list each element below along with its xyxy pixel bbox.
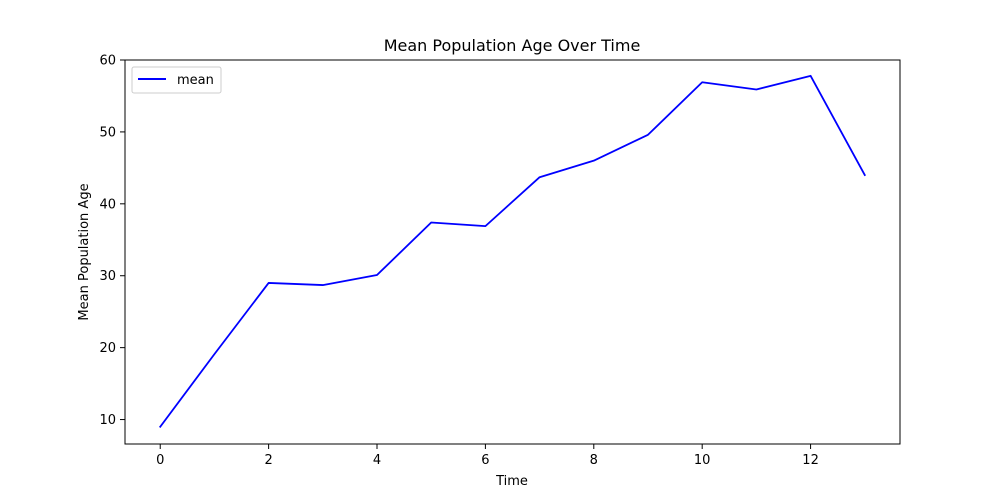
y-axis: 10 20 30 40 50 60 bbox=[99, 54, 125, 428]
chart-title: Mean Population Age Over Time bbox=[384, 36, 641, 55]
x-tick-label: 2 bbox=[264, 453, 272, 468]
y-tick-label: 60 bbox=[99, 54, 116, 69]
series-line-mean bbox=[158, 74, 866, 428]
y-tick-label: 30 bbox=[99, 269, 116, 284]
x-axis-label: Time bbox=[495, 474, 528, 489]
x-tick-label: 8 bbox=[590, 453, 598, 468]
legend: mean bbox=[131, 66, 222, 94]
y-tick-label: 10 bbox=[99, 413, 116, 428]
y-tick-label: 50 bbox=[99, 125, 116, 140]
legend-label-mean: mean bbox=[177, 73, 214, 88]
plot-area bbox=[124, 59, 901, 445]
series-layer bbox=[158, 74, 866, 428]
x-tick-label: 10 bbox=[694, 453, 711, 468]
x-tick-label: 0 bbox=[156, 453, 164, 468]
x-tick-label: 4 bbox=[373, 453, 381, 468]
x-tick-label: 12 bbox=[802, 453, 819, 468]
x-axis: 0 2 4 6 8 10 12 bbox=[156, 444, 819, 468]
y-axis-label: Mean Population Age bbox=[77, 183, 92, 320]
y-tick-label: 20 bbox=[99, 341, 116, 356]
y-tick-label: 40 bbox=[99, 197, 116, 212]
legend-box bbox=[131, 66, 222, 94]
x-tick-label: 6 bbox=[481, 453, 489, 468]
